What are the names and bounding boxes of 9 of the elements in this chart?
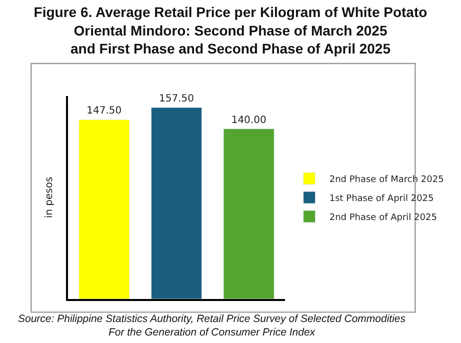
data-label: 140.00 <box>231 114 266 126</box>
y-axis-title: in pesos <box>44 176 55 218</box>
legend-label: 2nd Phase of April 2025 <box>329 213 437 224</box>
data-label: 147.50 <box>86 106 122 117</box>
data-label: 157.50 <box>159 93 194 104</box>
source-note: Source: Philippine Statistics Authority, Retail Price Survey of Selected Commodities For the Generation of Consumer Price Index <box>18 313 406 339</box>
chart-title: Figure 6. Average Retail Price per Kilogram of White Potato Oriental Mindoro: Second Phase of March 2025 and First Phase and Second Phase of April 2025 <box>34 4 428 57</box>
legend-label: 1st Phase of April 2025 <box>329 194 434 204</box>
legend-label: 2nd Phase of March 2025 <box>329 175 444 186</box>
